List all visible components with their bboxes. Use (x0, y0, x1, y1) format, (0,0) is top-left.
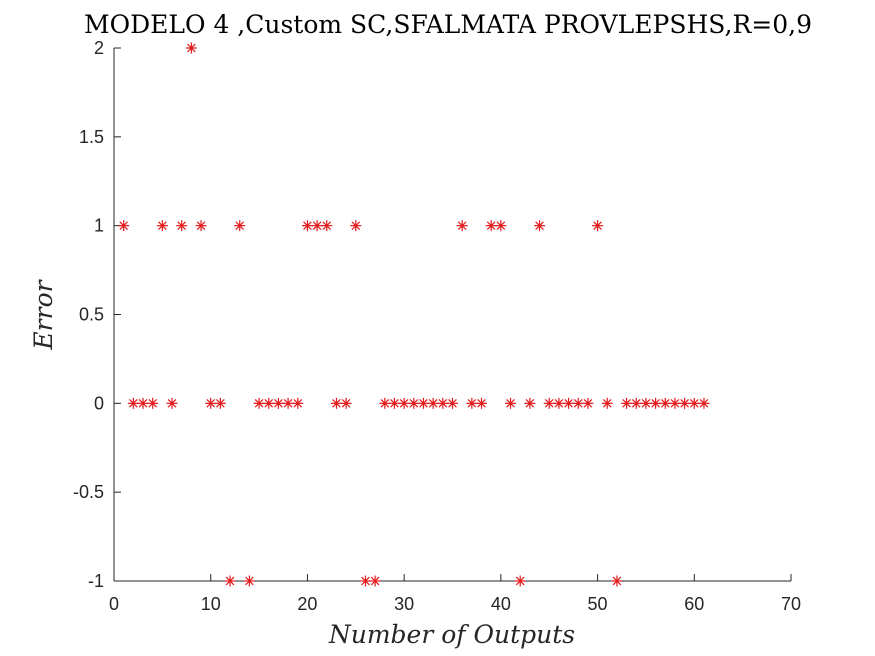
data-point (563, 397, 575, 409)
data-point (543, 397, 555, 409)
data-point (398, 397, 410, 409)
data-point (601, 397, 613, 409)
data-point (456, 220, 468, 232)
x-tick-label: 30 (394, 594, 414, 614)
data-point (263, 397, 275, 409)
y-axis-ticks: -1 -0.5 0 0.5 1 1.5 2 (73, 38, 121, 591)
data-point (514, 575, 526, 587)
data-markers (118, 42, 710, 587)
y-tick-label: -1 (88, 571, 104, 591)
data-point (669, 397, 681, 409)
data-point (553, 397, 565, 409)
data-point (447, 397, 458, 409)
data-point (253, 397, 265, 409)
data-point (243, 575, 255, 587)
data-point (272, 397, 284, 409)
data-point (437, 397, 449, 409)
data-point (640, 397, 652, 409)
data-point (156, 220, 168, 232)
y-axis-label: Error (29, 278, 58, 350)
data-point (698, 397, 710, 409)
y-tick-label: 1 (94, 216, 104, 236)
data-point (572, 397, 584, 409)
data-point (388, 397, 400, 409)
y-tick-label: 1.5 (79, 127, 104, 147)
data-point (417, 397, 429, 409)
data-point (466, 397, 478, 409)
x-tick-label: 40 (491, 594, 511, 614)
x-tick-label: 20 (297, 594, 317, 614)
data-point (524, 397, 536, 409)
data-point (340, 397, 352, 409)
data-point (476, 397, 488, 409)
chart-title: MODELO 4 ,Custom SC,SFALMATA PROVLEPSHS,… (84, 10, 812, 39)
data-point (611, 575, 623, 587)
data-point (147, 397, 159, 409)
data-point (330, 397, 342, 409)
data-point (369, 575, 381, 587)
x-axis-ticks: 0 10 20 30 40 50 60 70 (109, 574, 801, 614)
x-tick-label: 70 (781, 594, 801, 614)
data-point (214, 397, 226, 409)
data-point (301, 220, 313, 232)
data-point (311, 220, 323, 232)
data-point (408, 397, 420, 409)
data-point (650, 397, 662, 409)
plot-area (113, 48, 791, 582)
y-tick-label: -0.5 (73, 482, 104, 502)
data-point (359, 575, 371, 587)
data-point (659, 397, 671, 409)
x-tick-label: 10 (201, 594, 221, 614)
x-axis-label: Number of Outputs (328, 620, 575, 649)
data-point (195, 220, 207, 232)
data-point (118, 220, 130, 232)
x-tick-label: 0 (109, 594, 119, 614)
data-point (427, 397, 439, 409)
data-point (582, 397, 594, 409)
data-point (495, 220, 507, 232)
data-point (621, 397, 633, 409)
data-point (166, 397, 178, 409)
data-point (205, 397, 217, 409)
x-tick-label: 50 (588, 594, 608, 614)
data-point (688, 397, 700, 409)
x-tick-label: 60 (684, 594, 704, 614)
data-point (485, 220, 497, 232)
data-point (592, 220, 604, 232)
data-point (127, 397, 139, 409)
data-point (379, 397, 391, 409)
data-point (630, 397, 642, 409)
data-point (679, 397, 691, 409)
data-point (137, 397, 149, 409)
data-point (292, 397, 304, 409)
y-tick-label: 0.5 (79, 305, 104, 325)
y-tick-label: 2 (94, 38, 104, 58)
data-point (234, 220, 246, 232)
data-point (321, 220, 333, 232)
data-point (224, 575, 236, 587)
y-tick-label: 0 (94, 393, 104, 413)
data-point (185, 42, 197, 54)
data-point (282, 397, 294, 409)
data-point (350, 220, 362, 232)
data-point (534, 220, 546, 232)
data-point (176, 220, 188, 232)
data-point (505, 397, 517, 409)
